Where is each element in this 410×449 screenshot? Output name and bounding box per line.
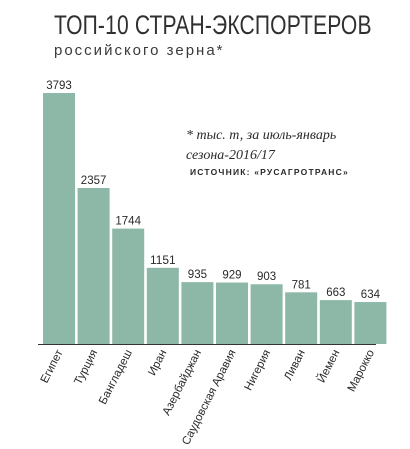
category-label-1: Египет	[39, 347, 66, 385]
category-label-7: Нигерия	[243, 348, 274, 393]
category-label-2: Турция	[72, 348, 100, 387]
data-label-1: 3793	[46, 78, 72, 92]
bar-8	[285, 292, 318, 344]
source-credit: ИСТОЧНИК: «РУСАГРОТРАНС»	[190, 167, 349, 177]
data-label-4: 1151	[150, 253, 176, 267]
bar-9	[319, 300, 352, 344]
data-label-8: 781	[292, 277, 312, 291]
unit-note-line-2: сезона-2016/17	[186, 148, 275, 163]
unit-note: * тыс. т, за июль-январь сезона-2016/17	[186, 126, 396, 166]
bar-1	[43, 93, 75, 344]
data-label-9: 663	[326, 285, 346, 299]
data-label-2: 2357	[81, 173, 107, 187]
chart-subtitle: российского зерна*	[54, 42, 225, 59]
unit-note-line-1: * тыс. т, за июль-январь	[186, 128, 337, 143]
data-label-7: 903	[257, 269, 277, 283]
bar-5	[181, 282, 214, 344]
category-label-10: Марокко	[346, 348, 377, 394]
category-label-8: Ливан	[282, 348, 308, 383]
bar-4	[146, 267, 179, 344]
chart-title: ТОП-10 СТРАН-ЭКСПОРТЕРОВ	[54, 10, 372, 40]
data-label-6: 929	[222, 268, 242, 282]
data-label-3: 1744	[115, 214, 141, 228]
category-label-9: Йемен	[315, 347, 343, 384]
bar-10	[354, 302, 387, 344]
category-label-3: Бангладеш	[97, 348, 135, 407]
bar-3	[112, 228, 145, 344]
data-label-10: 634	[361, 287, 381, 301]
bar-7	[250, 284, 283, 344]
bar-6	[216, 282, 248, 344]
data-label-5: 935	[188, 267, 208, 281]
bar-2	[77, 188, 110, 344]
category-label-4: Иран	[146, 348, 169, 378]
